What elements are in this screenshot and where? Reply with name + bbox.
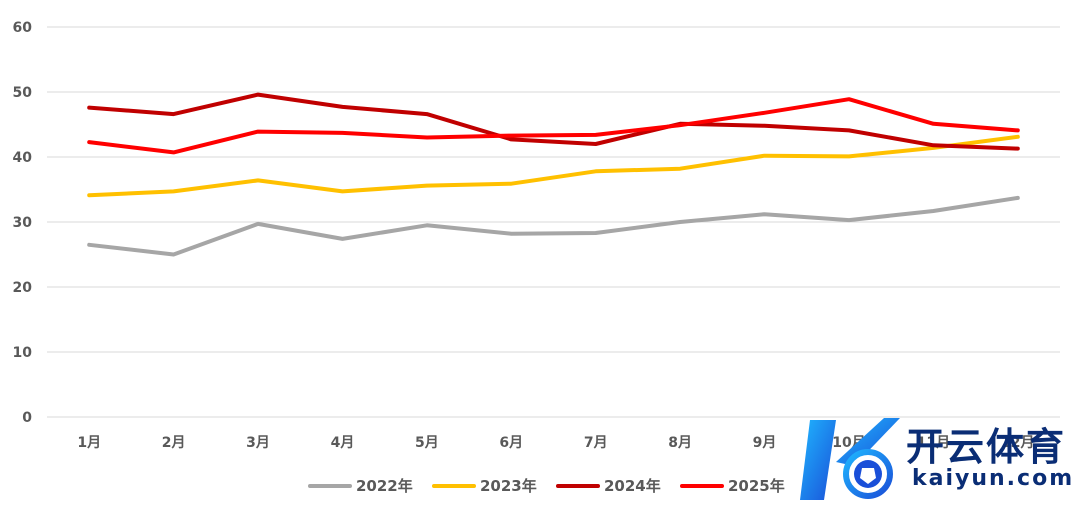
series-line-2025年: [87, 97, 1020, 155]
x-tick-label: 2月: [162, 435, 186, 451]
y-tick-label: 50: [13, 85, 33, 101]
legend-label: 2025年: [728, 477, 785, 495]
x-tick-label: 11月: [917, 435, 950, 451]
x-tick-label: 8月: [668, 435, 692, 451]
series-line-2022年: [87, 195, 1020, 257]
y-axis-ticks: 0 10 20 30 40 50 60: [13, 20, 33, 426]
series-line-2024年: [87, 92, 1020, 151]
gridlines: [47, 26, 1060, 418]
series-lines: [87, 92, 1020, 257]
x-tick-label: 6月: [499, 435, 523, 451]
watermark-en-text: kaiyun.com: [912, 466, 1075, 491]
legend-label: 2023年: [480, 477, 537, 495]
y-tick-label: 20: [13, 280, 33, 296]
series-line-2023年: [87, 134, 1020, 198]
x-axis-ticks: 1月 2月 3月 4月 5月 6月 7月 8月 9月 10月 11月 12月: [77, 435, 1034, 451]
legend-label: 2024年: [604, 477, 661, 495]
y-tick-label: 0: [22, 410, 32, 426]
y-tick-label: 40: [13, 150, 33, 166]
x-tick-label: 3月: [246, 435, 270, 451]
x-tick-label: 9月: [753, 435, 777, 451]
y-tick-label: 10: [13, 345, 33, 361]
y-tick-label: 30: [13, 215, 33, 231]
legend: 2022年 2023年 2024年 2025年: [308, 477, 785, 495]
x-tick-label: 7月: [584, 435, 608, 451]
x-tick-label: 5月: [415, 435, 439, 451]
kaiyun-logo-icon: [800, 418, 900, 500]
x-tick-label: 4月: [331, 435, 355, 451]
watermark-cn-text: 开云体育: [906, 425, 1067, 469]
legend-label: 2022年: [356, 477, 413, 495]
x-tick-label: 12月: [1001, 435, 1034, 451]
kaiyun-watermark: 开云体育 kaiyun.com: [796, 410, 1080, 510]
y-tick-label: 60: [13, 20, 33, 36]
x-tick-label: 1月: [77, 435, 101, 451]
